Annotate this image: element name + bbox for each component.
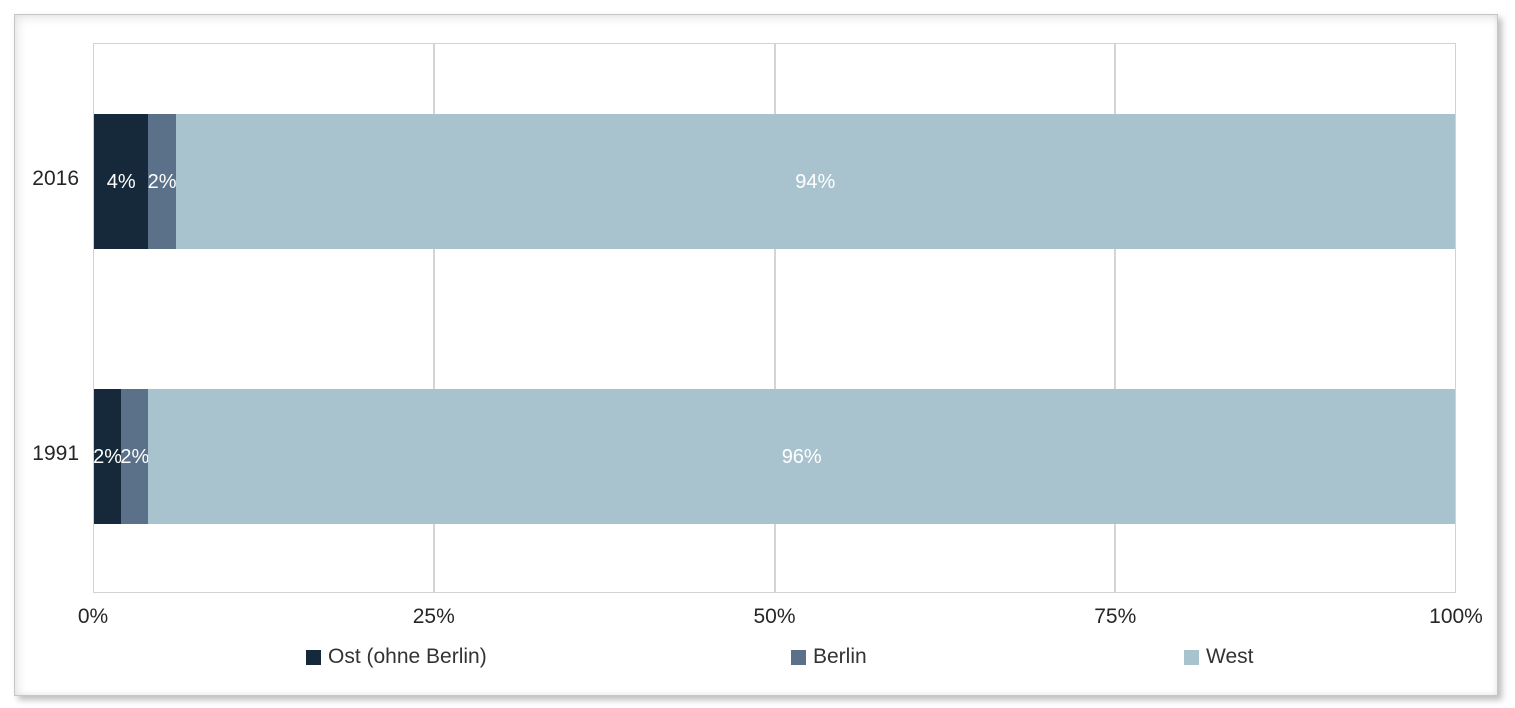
x-axis-tick-label: 25%	[412, 605, 455, 628]
data-label: 2%	[147, 170, 177, 193]
x-axis-tick-label: 75%	[1094, 605, 1137, 628]
x-axis-tick-label: 50%	[753, 605, 796, 628]
gridline-50	[773, 44, 776, 592]
bar-segment-2016-berlin: 2%	[147, 114, 177, 249]
bar-segment-1991-west: 96%	[148, 389, 1455, 524]
data-label: 96%	[781, 445, 822, 468]
bar-segment-2016-ost-ohne-berlin-: 4%	[94, 114, 149, 249]
bar-2016: 4% 2% 94%	[94, 114, 1455, 249]
legend-item-berlin: Berlin	[791, 645, 867, 669]
bar-segment-2016-west: 94%	[175, 114, 1455, 249]
legend-label: Berlin	[813, 645, 867, 668]
chart-frame: 4% 2% 94% 2% 2% 96% 2016 1991 0% 25% 50% 75% 100% …	[14, 14, 1498, 696]
legend-label: West	[1206, 645, 1254, 668]
bar-1991: 2% 2% 96%	[93, 389, 1455, 524]
category-label-2016: 2016	[32, 167, 79, 190]
bar-segment-1991-ost-ohne-berlin-: 2%	[93, 389, 123, 524]
data-label: 4%	[106, 170, 136, 193]
bar-segment-1991-berlin: 2%	[120, 389, 150, 524]
legend-label: Ost (ohne Berlin)	[328, 645, 487, 668]
plot-area: 4% 2% 94% 2% 2% 96%	[93, 43, 1456, 593]
legend-swatch-icon	[1184, 649, 1199, 665]
gridline-75	[1113, 44, 1116, 592]
x-axis: 0% 25% 50% 75% 100%	[78, 605, 1483, 631]
data-label: 2%	[93, 445, 123, 468]
gridline-25	[433, 44, 436, 592]
legend-item-ost-ohne-berlin-: Ost (ohne Berlin)	[306, 645, 487, 669]
category-label-1991: 1991	[32, 442, 79, 465]
legend-item-west: West	[1184, 645, 1253, 669]
legend: Ost (ohne Berlin) Berlin West	[93, 645, 1456, 673]
x-axis-tick-label: 100%	[1429, 605, 1483, 628]
y-axis: 2016 1991	[15, 43, 85, 593]
data-label: 94%	[795, 170, 836, 193]
legend-swatch-icon	[791, 649, 806, 665]
x-axis-tick-label: 0%	[77, 605, 109, 628]
legend-swatch-icon	[306, 649, 321, 665]
data-label: 2%	[120, 445, 150, 468]
